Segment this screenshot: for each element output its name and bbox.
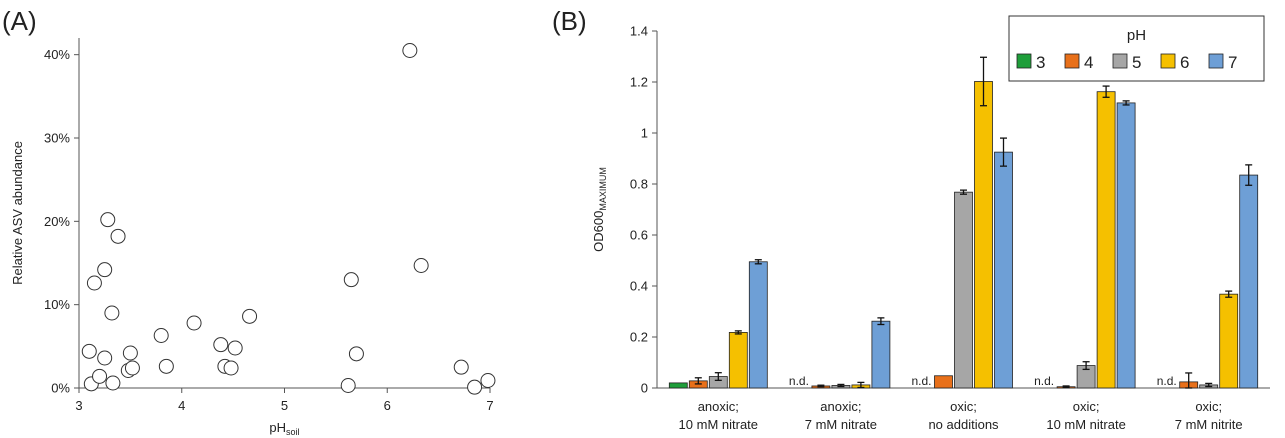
y-tick-label: 40% <box>44 47 70 62</box>
legend-swatch <box>1112 53 1128 69</box>
bar <box>728 332 748 389</box>
category-label: oxic; <box>1195 399 1222 414</box>
legend-entry-label: 4 <box>1084 53 1093 72</box>
y-tick-label: 0 <box>641 381 648 396</box>
data-point <box>122 345 138 361</box>
data-point <box>124 360 140 376</box>
bar <box>668 382 688 389</box>
data-point <box>104 305 120 321</box>
data-point <box>340 378 356 393</box>
not-detected-label: n.d. <box>1034 374 1054 388</box>
category-label: 7 mM nitrate <box>805 417 877 432</box>
data-point <box>343 272 359 288</box>
bar <box>1096 91 1116 389</box>
bar <box>934 375 953 389</box>
bar <box>871 320 891 389</box>
data-point <box>453 359 469 375</box>
bar-panel: (B) 0 0.2 0.4 0.6 0.8 1 1.2 1.4 OD600MAXIMUM anoxi… <box>552 6 1270 432</box>
category-label: oxic; <box>950 399 977 414</box>
bar <box>954 191 973 389</box>
x-tick-label: 3 <box>75 398 82 413</box>
category-label: no additions <box>928 417 999 432</box>
category-label: 10 mM nitrate <box>1046 417 1125 432</box>
scatter-panel: (A) 0% 10% 20% 30% 40% 3 4 5 6 7 Relative ASV abund… <box>2 6 496 437</box>
legend-entry-label: 6 <box>1180 53 1189 72</box>
category-label: anoxic; <box>820 399 861 414</box>
data-point <box>402 43 418 58</box>
x-tick-label: 6 <box>384 398 391 413</box>
legend-swatch <box>1016 53 1032 69</box>
legend-box <box>1008 15 1265 82</box>
y-tick-label: 0.6 <box>630 228 648 243</box>
data-point <box>480 373 496 388</box>
panel-label-a: (A) <box>2 6 37 36</box>
category-label: 7 mM nitrite <box>1175 417 1243 432</box>
bar <box>1239 174 1259 389</box>
not-detected-label: n.d. <box>911 374 931 388</box>
bar <box>1219 293 1239 389</box>
data-point <box>242 308 258 324</box>
legend-title: pH <box>1127 27 1146 44</box>
data-point <box>153 328 169 343</box>
y-tick-label: 0.8 <box>630 177 648 192</box>
y-tick-label: 10% <box>44 297 70 312</box>
data-point <box>213 337 229 353</box>
data-point <box>467 379 483 395</box>
y-axis-title: OD600MAXIMUM <box>591 167 608 252</box>
bar <box>1116 102 1136 389</box>
category-label: oxic; <box>1073 399 1100 414</box>
legend-swatch <box>1208 53 1224 69</box>
data-point <box>97 350 113 366</box>
x-axis-title-main: pH <box>269 420 286 435</box>
category-label: 10 mM nitrate <box>679 417 758 432</box>
data-point <box>223 360 239 376</box>
x-tick-label: 4 <box>178 398 185 413</box>
data-point <box>81 343 97 359</box>
data-point <box>186 315 202 331</box>
y-tick-label: 1.2 <box>630 75 648 90</box>
data-point <box>413 258 429 273</box>
data-point <box>158 358 174 374</box>
data-point <box>97 262 113 278</box>
y-axis-title-sub: MAXIMUM <box>598 167 608 211</box>
x-tick-label: 5 <box>281 398 288 413</box>
legend-entry-label: 5 <box>1132 53 1141 72</box>
category-label: anoxic; <box>698 399 739 414</box>
legend-swatch <box>1064 53 1080 69</box>
data-point <box>348 346 364 362</box>
y-axis-title-main: OD600 <box>591 211 606 252</box>
not-detected-label: n.d. <box>789 374 809 388</box>
data-point <box>110 228 126 244</box>
y-tick-label: 30% <box>44 131 70 146</box>
x-axis-title: pHsoil <box>269 420 299 437</box>
data-point <box>105 375 121 391</box>
data-point <box>227 340 243 356</box>
data-point <box>92 368 108 384</box>
y-tick-label: 1 <box>641 126 648 141</box>
y-tick-label: 0.2 <box>630 330 648 345</box>
data-point <box>86 275 102 291</box>
not-detected-label: n.d. <box>1157 374 1177 388</box>
legend-swatch <box>1160 53 1176 69</box>
data-point <box>100 212 116 228</box>
y-tick-label: 20% <box>44 214 70 229</box>
x-tick-label: 7 <box>486 398 493 413</box>
y-tick-label: 0.4 <box>630 279 648 294</box>
y-tick-label: 0% <box>51 381 70 396</box>
legend-entry-label: 7 <box>1228 53 1237 72</box>
y-axis-title: Relative ASV abundance <box>10 141 25 285</box>
bar <box>974 81 993 389</box>
legend-entry-label: 3 <box>1036 53 1045 72</box>
x-axis-title-sub: soil <box>286 427 300 437</box>
bar <box>748 261 768 389</box>
bar <box>994 151 1013 389</box>
panel-label-b: (B) <box>552 6 587 36</box>
y-tick-label: 1.4 <box>630 24 648 39</box>
